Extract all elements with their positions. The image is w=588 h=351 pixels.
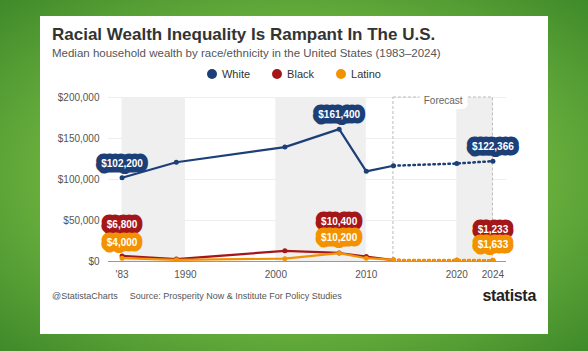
svg-text:$1,233: $1,233 (478, 224, 509, 235)
html-text:Latino: Latino (351, 67, 381, 80)
svg-text:$102,200: $102,200 (101, 158, 143, 169)
html-text:Racial Wealth Inequality Is Ra: Racial Wealth Inequality Is Rampant In T… (52, 25, 436, 44)
svg-text:Forecast: Forecast (424, 95, 463, 106)
svg-text:$150,000: $150,000 (58, 133, 100, 144)
svg-text:2024: 2024 (482, 269, 505, 280)
html-text:@StatistaCharts: @StatistaCharts (52, 291, 118, 301)
svg-text:$10,200: $10,200 (321, 232, 358, 243)
html-text:Black: Black (287, 67, 314, 80)
svg-text:$6,800: $6,800 (107, 219, 138, 230)
svg-text:$1,633: $1,633 (478, 239, 509, 250)
svg-text:$4,000: $4,000 (107, 237, 138, 248)
html-text:Source: Prosperity Now & Insti: Source: Prosperity Now & Institute For P… (129, 291, 342, 301)
svg-text:$100,000: $100,000 (58, 174, 100, 185)
svg-text:$200,000: $200,000 (58, 92, 100, 103)
html-text:Median household wealth by rac: Median household wealth by race/ethnicit… (52, 47, 441, 59)
svg-text:$50,000: $50,000 (63, 215, 100, 226)
svg-text:2010: 2010 (355, 269, 378, 280)
svg-text:'83: '83 (116, 269, 129, 280)
html-text:statista: statista (482, 287, 536, 304)
svg-text:$0: $0 (88, 256, 100, 267)
html-text:White: White (222, 67, 251, 80)
svg-text:$161,400: $161,400 (318, 109, 360, 120)
svg-text:$10,400: $10,400 (321, 216, 358, 227)
svg-text:$122,366: $122,366 (472, 141, 514, 152)
svg-text:2000: 2000 (265, 269, 288, 280)
svg-text:2020: 2020 (446, 269, 469, 280)
svg-text:1990: 1990 (174, 269, 197, 280)
